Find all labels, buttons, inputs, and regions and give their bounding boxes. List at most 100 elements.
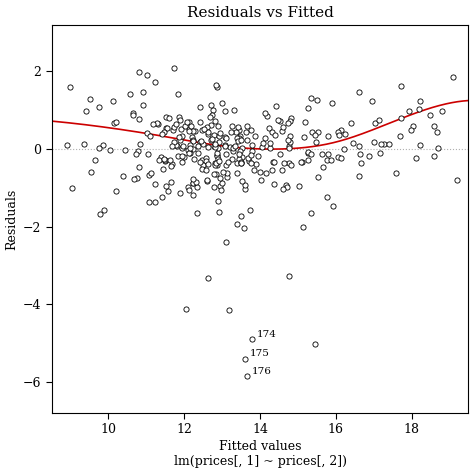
Point <box>202 157 210 165</box>
Text: 175: 175 <box>249 349 269 358</box>
Point <box>172 141 180 148</box>
Point <box>221 107 228 115</box>
Title: Residuals vs Fitted: Residuals vs Fitted <box>187 6 334 19</box>
Point <box>280 159 287 166</box>
Point <box>365 153 373 160</box>
Point <box>209 106 217 114</box>
Point <box>163 124 171 131</box>
Point <box>185 127 193 135</box>
Point <box>286 133 294 140</box>
Point <box>449 73 457 81</box>
Point <box>223 173 230 181</box>
Point <box>337 126 345 134</box>
Point <box>186 144 193 152</box>
Point <box>178 126 185 133</box>
Point <box>237 136 245 143</box>
Point <box>396 132 403 140</box>
Point <box>308 209 315 217</box>
Point <box>133 174 140 182</box>
Point <box>160 155 168 163</box>
Point <box>216 129 223 137</box>
Point <box>204 130 211 137</box>
Point <box>288 114 295 121</box>
Point <box>211 140 219 148</box>
Point <box>323 193 331 201</box>
Point <box>256 168 264 176</box>
Point <box>151 199 159 206</box>
Point <box>377 140 385 147</box>
Point <box>158 193 165 201</box>
Point <box>178 152 186 160</box>
Point <box>233 220 241 228</box>
Point <box>87 168 95 176</box>
Point <box>237 157 244 165</box>
Point <box>240 224 247 231</box>
Point <box>95 103 103 110</box>
Point <box>204 274 212 282</box>
Point <box>189 180 196 187</box>
Point <box>412 155 419 162</box>
Point <box>204 176 211 184</box>
Point <box>202 167 210 174</box>
Point <box>259 139 266 146</box>
Point <box>193 183 201 191</box>
Point <box>196 118 204 126</box>
Point <box>217 174 224 182</box>
Point <box>187 122 195 129</box>
Point <box>308 128 316 136</box>
Point <box>225 307 233 314</box>
Point <box>211 118 219 125</box>
Point <box>284 119 292 127</box>
Point <box>112 187 120 195</box>
Point <box>135 163 143 170</box>
Point <box>96 210 104 218</box>
Point <box>241 185 249 192</box>
Point <box>222 134 230 142</box>
Point <box>328 156 335 164</box>
Point <box>286 144 293 152</box>
Point <box>221 134 229 141</box>
Point <box>398 82 405 89</box>
Point <box>313 96 320 103</box>
Point <box>189 191 196 199</box>
Point <box>136 116 143 123</box>
Point <box>170 64 178 72</box>
Point <box>257 176 265 183</box>
Point <box>167 156 174 164</box>
Point <box>235 124 242 131</box>
Point <box>193 210 201 217</box>
Point <box>189 180 197 187</box>
Point <box>161 156 169 164</box>
Point <box>263 112 271 119</box>
Point <box>276 151 283 158</box>
Point <box>416 97 424 105</box>
Point <box>337 155 344 162</box>
Point <box>214 155 222 163</box>
Point <box>161 157 168 164</box>
Point <box>329 202 337 210</box>
Point <box>248 141 256 149</box>
Point <box>335 131 343 139</box>
Point <box>314 128 322 136</box>
Point <box>272 102 279 109</box>
Point <box>212 159 220 167</box>
Point <box>173 142 181 150</box>
Point <box>214 152 221 159</box>
Point <box>238 153 246 161</box>
Point <box>191 155 198 163</box>
Point <box>222 150 229 158</box>
Point <box>170 138 178 146</box>
Point <box>311 131 319 138</box>
Point <box>397 115 405 122</box>
Point <box>283 183 291 191</box>
Point <box>278 166 285 174</box>
Point <box>251 132 259 140</box>
Point <box>146 132 154 140</box>
Point <box>207 121 215 129</box>
Point <box>139 89 146 96</box>
Point <box>214 122 222 129</box>
Point <box>226 143 234 151</box>
Point <box>235 150 243 158</box>
Point <box>229 147 237 155</box>
Point <box>368 98 375 105</box>
